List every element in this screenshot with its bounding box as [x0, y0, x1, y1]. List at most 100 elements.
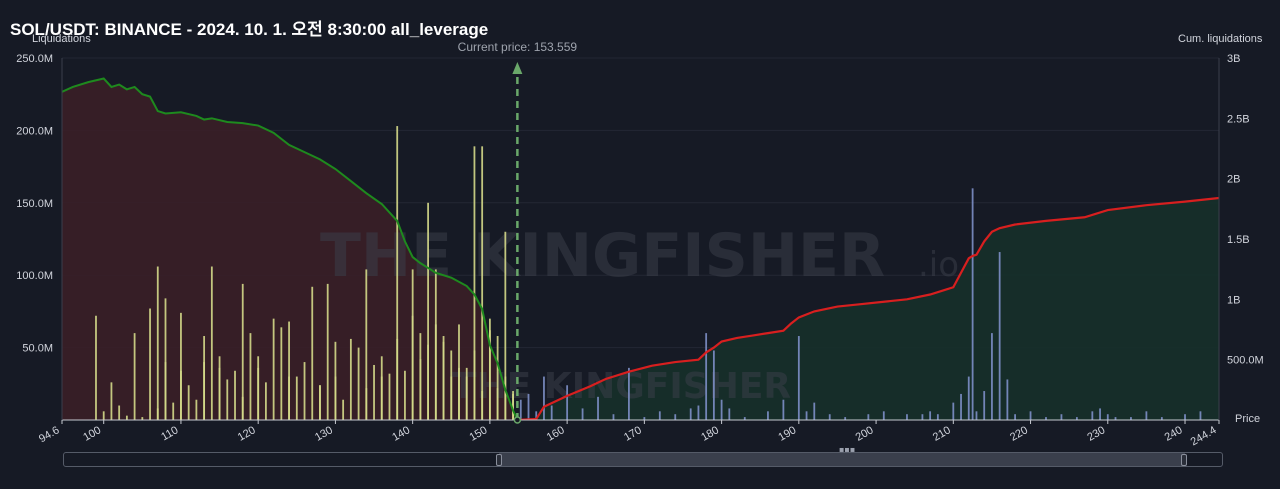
liquidation-bar [95, 315, 97, 420]
x-axis-title: Price [1235, 413, 1260, 425]
liquidation-bar [643, 417, 646, 420]
navigator-right-handle[interactable] [1181, 454, 1187, 466]
liquidation-bar [929, 411, 932, 420]
liquidation-bar [450, 350, 453, 420]
x-tick-label: 94.6 [37, 424, 62, 445]
liquidation-bar [288, 321, 290, 420]
liquidation-bar [481, 146, 484, 420]
current-price-label: Current price: 153.559 [458, 40, 578, 54]
liquidation-bar [535, 411, 538, 420]
navigator-grip-icon[interactable]: ▪▪▪ [839, 445, 856, 454]
liquidation-bar [118, 405, 121, 420]
liquidation-bar [921, 414, 924, 420]
liquidation-bar [967, 376, 970, 420]
liquidation-bar [465, 376, 468, 420]
liquidation-bar [1106, 414, 1109, 420]
liquidation-bar [697, 405, 700, 420]
liquidation-bar [434, 269, 437, 420]
x-tick-label: 180 [699, 424, 721, 444]
liquidation-bar [1045, 417, 1047, 420]
liquidation-bar [960, 393, 962, 420]
liquidation-bar [1160, 417, 1163, 420]
liquidation-bar [458, 367, 460, 420]
x-tick-label: 244.4 [1189, 424, 1219, 448]
y2-tick-label: 3B [1227, 53, 1240, 65]
liquidation-bar [828, 414, 831, 420]
liquidation-bar [1014, 414, 1016, 420]
liquidation-bar [628, 367, 630, 420]
liquidation-bar [550, 405, 553, 420]
x-tick-label: 220 [1008, 424, 1030, 444]
liquidation-bar [805, 411, 808, 420]
y-tick-label: 200.0M [16, 125, 53, 137]
liquidation-bar [373, 364, 375, 420]
liquidation-bar [998, 252, 1001, 420]
watermark-small: THE KINGFISHER [452, 366, 791, 407]
liquidation-bar [1130, 417, 1132, 420]
left-axis-title: Liquidations [32, 33, 91, 45]
cumulative-lines [62, 77, 1219, 420]
liquidation-bar [743, 417, 746, 420]
liquidation-bar [1091, 411, 1094, 420]
liquidation-bar [349, 338, 352, 420]
liquidation-bar [496, 336, 499, 420]
liquidation-bar [674, 414, 677, 420]
y2-tick-label: 1.5B [1227, 234, 1250, 246]
navigator-window[interactable] [499, 453, 1185, 466]
liquidation-bar [519, 399, 522, 420]
liquidation-bar [906, 414, 908, 420]
liquidation-bar [125, 415, 128, 420]
liquidation-bar [257, 367, 260, 420]
liquidation-bar [187, 385, 190, 420]
x-tick-label: 140 [390, 424, 412, 444]
x-tick-label: 130 [313, 424, 335, 444]
x-tick-label: 230 [1085, 424, 1107, 444]
long-liquidation-area [62, 78, 518, 420]
short-liquidation-area [517, 197, 1219, 420]
watermark-large-suffix: .io [918, 245, 959, 285]
x-tick-label: 120 [236, 424, 258, 444]
liquidation-bar [203, 362, 206, 420]
liquidation-bar [488, 318, 491, 420]
liquidation-bar [303, 362, 306, 420]
y2-tick-label: 1B [1227, 294, 1240, 306]
liquidation-bar [388, 373, 391, 420]
liquidation-bar [141, 417, 144, 420]
y2-tick-label: 2B [1227, 174, 1240, 186]
x-tick-label: 190 [776, 424, 798, 444]
current-price-arrow-icon [512, 62, 523, 74]
liquidation-bar [705, 333, 708, 420]
liquidation-bar [102, 411, 105, 420]
liquidation-bar [218, 367, 221, 420]
liquidation-bar [975, 411, 978, 420]
liquidation-bar [319, 385, 321, 420]
y2-tick-label: 500.0M [1227, 355, 1264, 367]
liquidation-bar [983, 391, 986, 420]
liquidation-bar [867, 414, 870, 420]
liquidation-bar [1029, 411, 1032, 420]
liquidation-bar [991, 333, 993, 420]
x-tick-label: 210 [931, 424, 953, 444]
y-tick-label: 50.0M [22, 343, 53, 355]
navigator-left-handle[interactable] [496, 454, 502, 466]
x-tick-label: 200 [854, 424, 876, 444]
liquidation-bar [442, 341, 445, 420]
liquidation-bar [882, 411, 885, 420]
liquidation-bar [658, 411, 661, 420]
liquidation-bar [813, 402, 816, 420]
liquidation-bar [566, 385, 569, 420]
liquidation-bar [180, 312, 182, 420]
liquidation-bar [280, 327, 283, 420]
liquidation-bar [195, 399, 198, 420]
liquidation-bar [1199, 411, 1202, 420]
liquidation-bar [1184, 414, 1186, 420]
y-tick-label: 150.0M [16, 198, 53, 210]
liquidation-bar [149, 308, 151, 420]
y-tick-label: 250.0M [16, 53, 53, 65]
liquidation-bar [1006, 379, 1009, 420]
cumulative-areas [62, 78, 1219, 420]
range-navigator[interactable]: ▪▪▪ [63, 445, 1223, 467]
liquidation-bar [288, 376, 290, 420]
liquidation-bar [326, 283, 329, 420]
current-price-dot [513, 416, 522, 424]
